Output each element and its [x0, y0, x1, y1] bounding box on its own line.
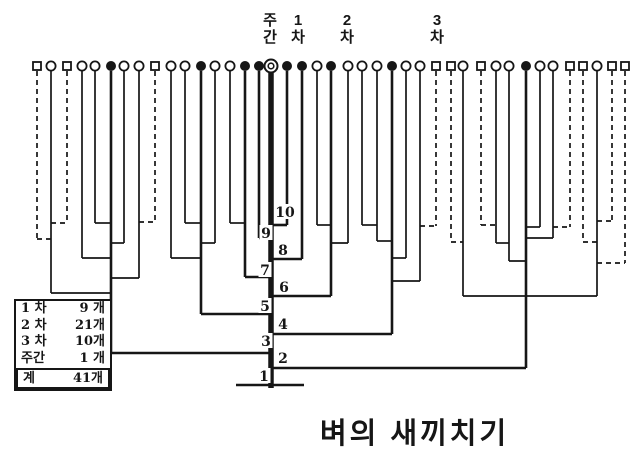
node-label-backing	[259, 225, 273, 240]
secondary-tiller-marker-icon	[311, 60, 323, 72]
primary-tiller-marker-icon	[196, 61, 206, 71]
legend-label: 3 차	[21, 334, 47, 349]
primary-tiller-marker-icon	[106, 61, 116, 71]
legend-label: 계	[23, 371, 35, 386]
tertiary-tiller-marker-icon	[607, 61, 617, 71]
legend-value: 10개	[74, 334, 105, 349]
secondary-tiller-marker-icon	[503, 60, 515, 72]
secondary-tiller-marker-icon	[414, 60, 426, 72]
legend-value: 41개	[72, 371, 103, 386]
primary-tiller-marker-icon	[254, 61, 264, 71]
tertiary-tiller-marker-icon	[446, 61, 456, 71]
primary-tiller-marker-icon	[387, 61, 397, 71]
tertiary-tiller-marker-icon	[32, 61, 42, 71]
secondary-tiller-marker-icon	[118, 60, 130, 72]
tertiary-tiller-marker-icon	[476, 61, 486, 71]
secondary-tiller-marker-icon	[591, 60, 603, 72]
tertiary-tiller-marker-icon	[150, 61, 160, 71]
tertiary-tiller-marker-icon	[431, 61, 441, 71]
secondary-tiller-marker-icon	[224, 60, 236, 72]
node-label-backing	[277, 279, 291, 294]
node-label-backing	[258, 262, 272, 277]
secondary-tiller-marker-icon	[400, 60, 412, 72]
node-label-backing	[258, 298, 272, 313]
secondary-tiller-marker-icon	[534, 60, 546, 72]
node-label-backing	[276, 350, 290, 365]
legend-label: 1 차	[21, 301, 47, 316]
primary-tiller-marker-icon	[297, 61, 307, 71]
node-label-backing	[257, 368, 271, 383]
secondary-tiller-marker-icon	[165, 60, 177, 72]
tertiary-tiller-marker-icon	[620, 61, 630, 71]
legend-row-3cha: 3 차 10개	[16, 334, 110, 351]
primary-tiller-marker-icon	[326, 61, 336, 71]
legend-row-jugan: 주간 1 개	[16, 351, 110, 368]
secondary-tiller-marker-icon	[179, 60, 191, 72]
primary-tiller-marker-icon	[521, 61, 531, 71]
secondary-tiller-marker-icon	[356, 60, 368, 72]
legend-value: 9 개	[79, 301, 105, 316]
legend-value: 21개	[74, 317, 105, 333]
node-number-label: 10	[275, 205, 295, 221]
page-title: 벼의 새끼치기	[320, 418, 510, 450]
secondary-tiller-marker-icon	[371, 60, 383, 72]
node-number-label: 7	[260, 263, 270, 279]
secondary-tiller-marker-icon	[45, 60, 57, 72]
node-label-backing	[276, 242, 290, 257]
secondary-tiller-marker-icon	[209, 60, 221, 72]
secondary-tiller-marker-icon	[457, 60, 469, 72]
legend-row-2cha: 2 차 21개	[16, 318, 110, 335]
secondary-tiller-marker-icon	[547, 60, 559, 72]
secondary-tiller-marker-icon	[76, 60, 88, 72]
tertiary-tiller-marker-icon	[62, 61, 72, 71]
column-header-2cha: 2 차	[340, 12, 354, 46]
secondary-tiller-marker-icon	[342, 60, 354, 72]
node-number-label: 5	[260, 299, 270, 315]
node-label-backing	[276, 316, 290, 331]
node-label-backing	[259, 333, 273, 348]
legend-label: 2 차	[21, 317, 47, 333]
tertiary-tiller-marker-icon	[578, 61, 588, 71]
legend-row-total: 계 41개	[16, 368, 110, 389]
node-number-label: 8	[278, 243, 288, 259]
secondary-tiller-marker-icon	[490, 60, 502, 72]
secondary-tiller-marker-icon	[89, 60, 101, 72]
legend-row-1cha: 1 차 9 개	[16, 301, 110, 318]
node-label-backing	[274, 204, 296, 219]
node-number-label: 2	[278, 351, 288, 367]
node-number-label: 6	[279, 280, 289, 296]
node-number-label: 9	[261, 226, 271, 242]
secondary-tiller-marker-icon	[133, 60, 145, 72]
node-number-label: 3	[261, 334, 271, 350]
legend-value: 1 개	[79, 350, 105, 366]
main-stem-marker-icon	[267, 62, 275, 70]
column-header-3cha: 3 차	[430, 12, 444, 46]
column-header-jugan: 주 간	[263, 12, 277, 46]
tertiary-tiller-marker-icon	[565, 61, 575, 71]
node-number-label: 1	[259, 369, 269, 385]
legend-label: 주간	[21, 350, 45, 366]
tiller-count-legend: 1 차 9 개 2 차 21개 3 차 10개 주간 1 개 계 41개	[14, 299, 112, 391]
primary-tiller-marker-icon	[282, 61, 292, 71]
node-number-label: 4	[278, 317, 288, 333]
column-header-1cha: 1 차	[291, 12, 305, 46]
primary-tiller-marker-icon	[240, 61, 250, 71]
